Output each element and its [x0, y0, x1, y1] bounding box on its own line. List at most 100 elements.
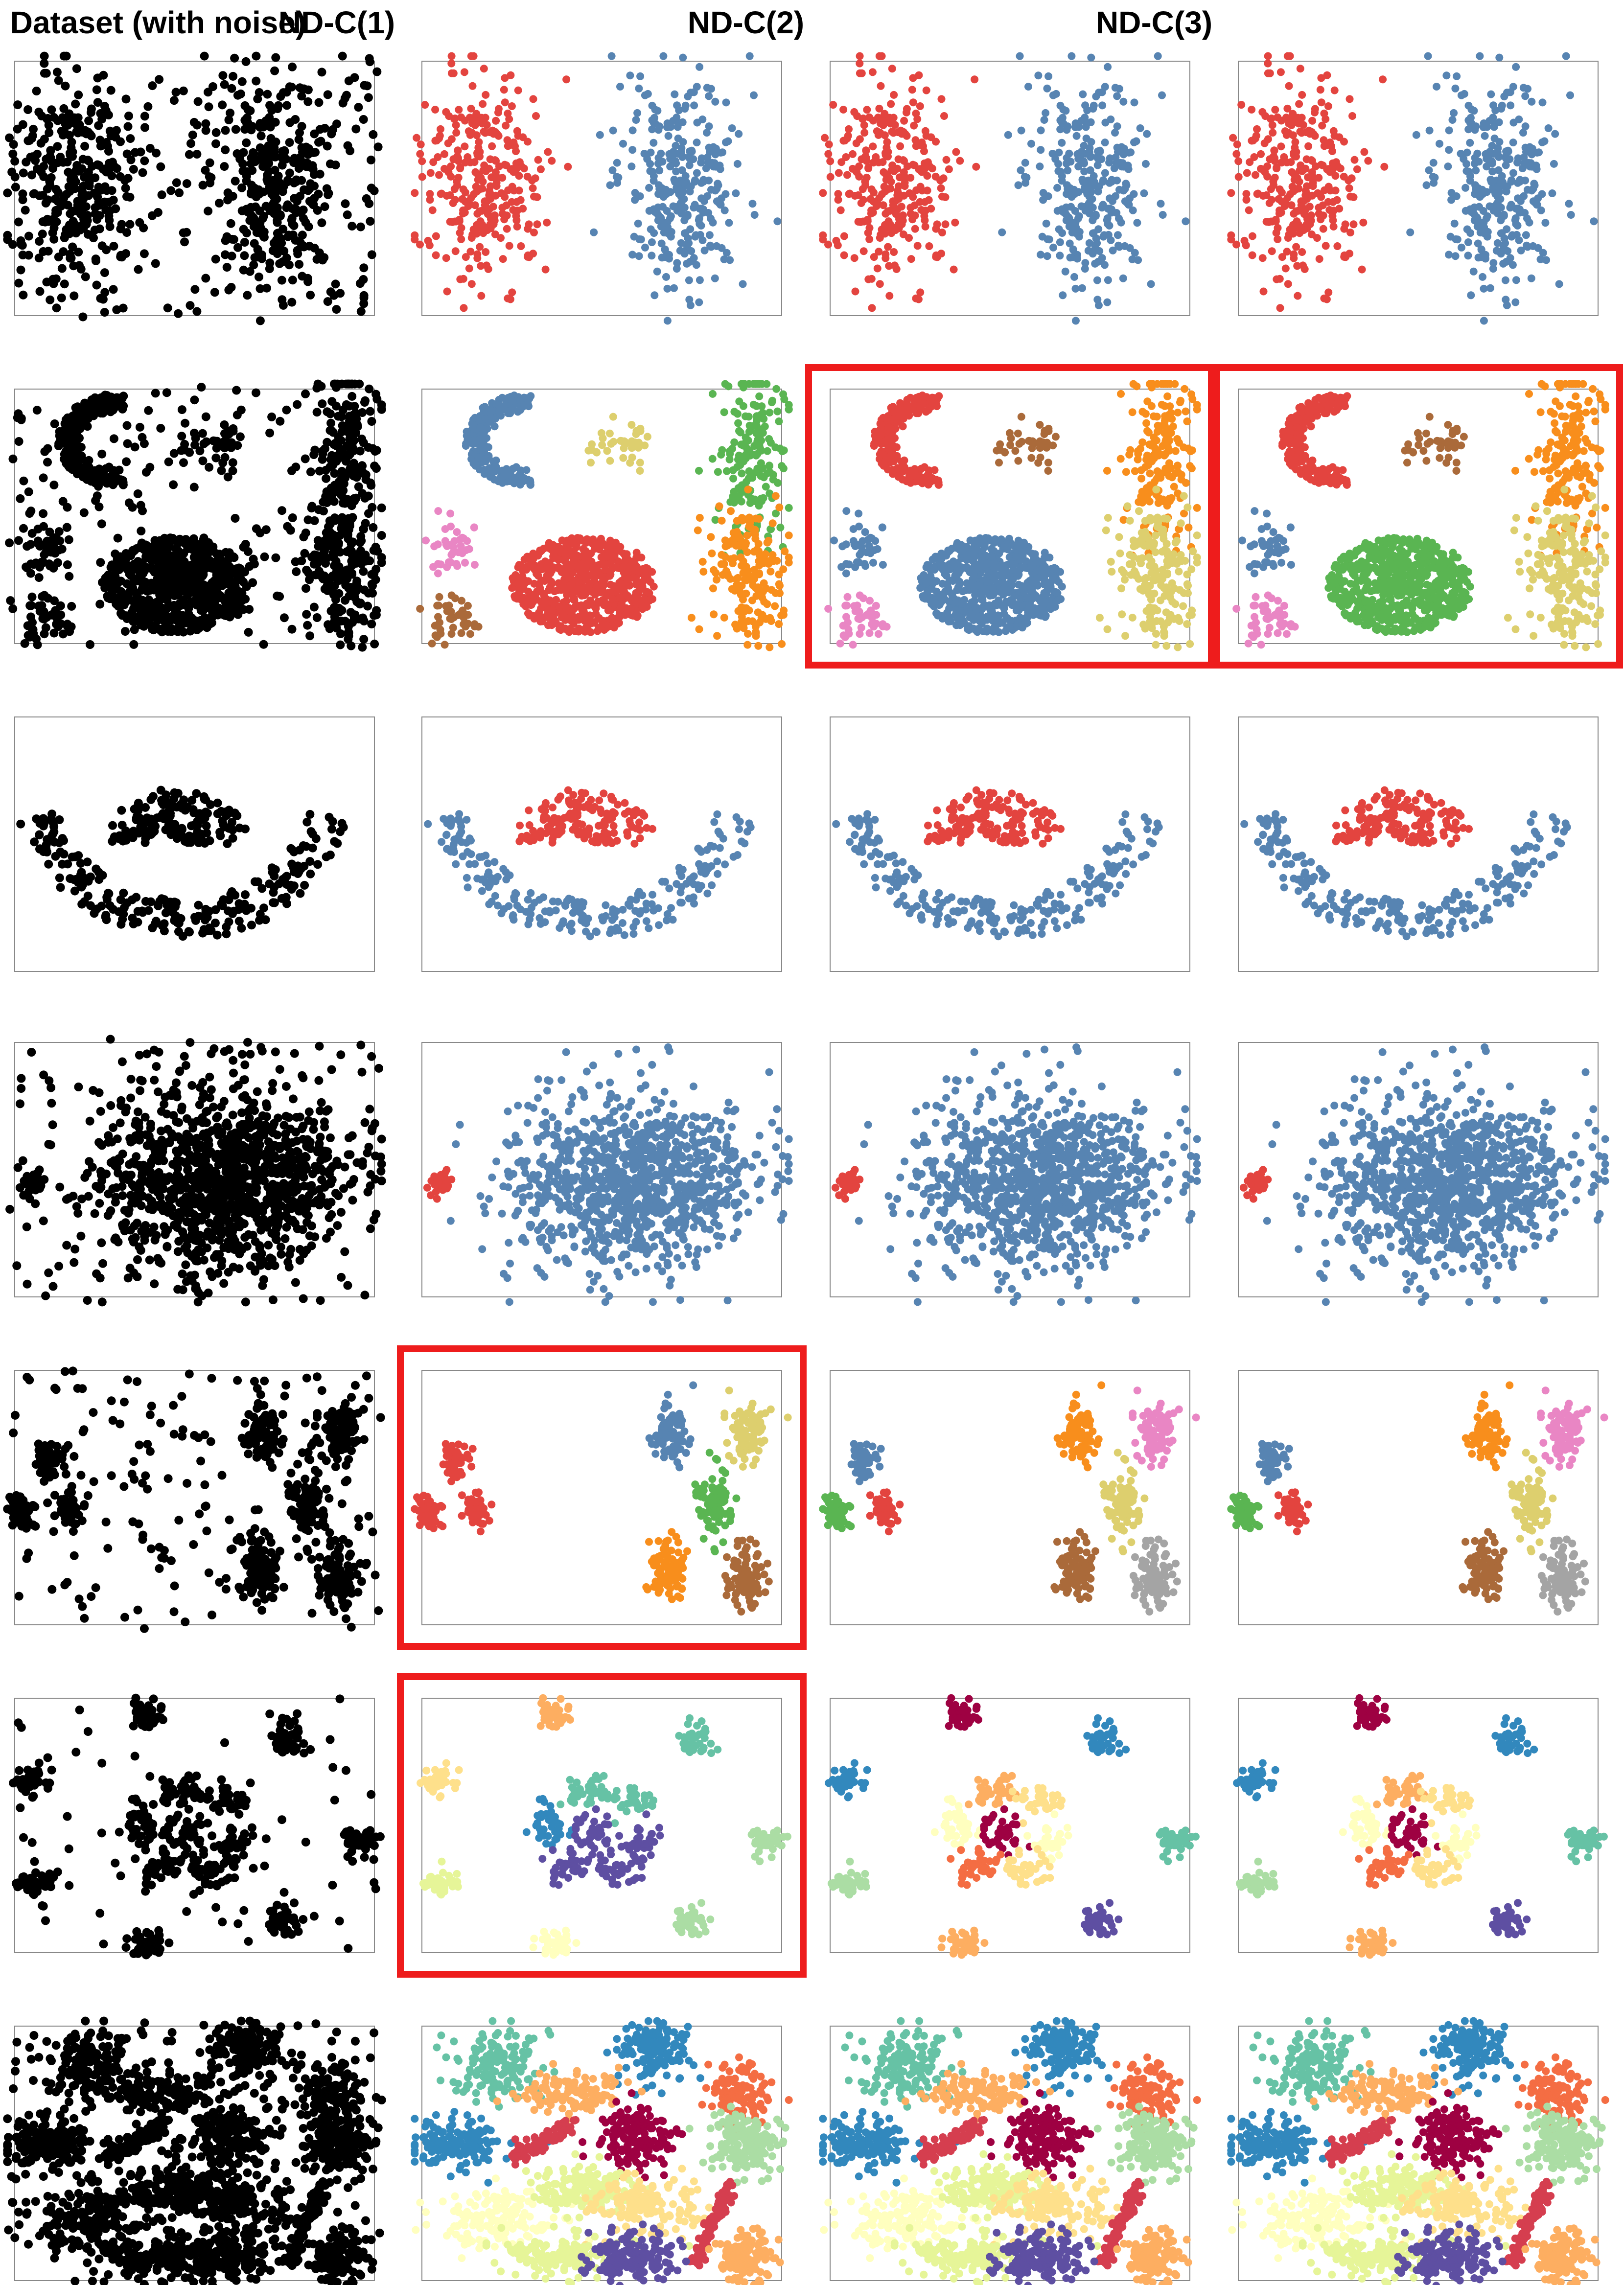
data-point — [721, 190, 730, 198]
data-point — [122, 457, 131, 466]
data-point — [594, 567, 602, 575]
data-point — [92, 280, 101, 290]
data-point — [447, 52, 456, 60]
data-point — [106, 131, 116, 140]
data-point — [1044, 235, 1052, 243]
data-point — [243, 118, 253, 128]
data-point — [881, 131, 889, 139]
data-point — [205, 462, 214, 472]
data-point — [655, 181, 663, 189]
data-point — [1485, 202, 1494, 210]
data-point — [1482, 254, 1489, 263]
data-point — [39, 509, 48, 518]
data-point — [310, 445, 320, 455]
data-point — [235, 432, 245, 441]
data-point — [471, 201, 479, 209]
data-point — [1475, 218, 1484, 226]
data-point — [504, 186, 512, 194]
data-point — [245, 605, 254, 614]
data-point — [162, 565, 172, 575]
data-point — [1130, 98, 1138, 107]
data-point — [133, 489, 142, 498]
data-point — [956, 157, 964, 165]
data-point — [501, 161, 509, 169]
data-point — [465, 264, 473, 273]
data-point — [1521, 122, 1530, 131]
data-point — [265, 264, 274, 274]
data-point — [255, 316, 265, 325]
data-point — [122, 149, 132, 159]
data-point — [313, 536, 323, 545]
data-point — [357, 468, 367, 477]
data-point — [873, 264, 882, 273]
data-point — [834, 241, 842, 250]
data-point — [289, 158, 299, 167]
data-point — [1265, 199, 1274, 207]
data-point — [1319, 225, 1327, 233]
data-point — [938, 229, 946, 237]
data-point — [711, 97, 719, 106]
data-point — [32, 87, 41, 95]
data-point — [1512, 220, 1520, 228]
data-point — [177, 432, 186, 441]
data-point — [480, 128, 488, 136]
data-point — [126, 134, 135, 143]
data-point — [20, 639, 29, 648]
data-point — [278, 154, 287, 163]
data-point — [626, 71, 634, 80]
data-point — [101, 106, 111, 115]
data-point — [201, 274, 210, 283]
data-point — [1098, 254, 1106, 262]
data-point — [66, 414, 75, 423]
data-point — [533, 220, 541, 229]
data-point — [98, 578, 107, 587]
data-point — [875, 52, 883, 60]
data-point — [510, 168, 518, 176]
data-point — [1285, 82, 1293, 90]
data-point — [291, 462, 301, 472]
data-point — [659, 203, 667, 211]
data-point — [916, 288, 925, 297]
data-point — [1108, 178, 1116, 186]
data-point — [645, 184, 653, 192]
data-point — [499, 255, 507, 263]
data-point — [447, 551, 456, 559]
data-point — [181, 418, 190, 428]
data-point — [198, 605, 207, 615]
data-point — [650, 177, 658, 185]
data-point — [1056, 167, 1065, 176]
data-point — [1506, 204, 1514, 212]
data-point — [29, 124, 38, 134]
data-point — [541, 265, 550, 274]
data-point — [270, 66, 279, 75]
data-point — [879, 226, 887, 234]
data-point — [505, 242, 513, 250]
data-point — [1308, 116, 1317, 125]
data-point — [284, 260, 294, 270]
data-point — [236, 405, 246, 415]
data-point — [705, 92, 713, 100]
data-point — [65, 131, 74, 140]
data-point — [45, 177, 54, 186]
data-point — [1283, 158, 1291, 166]
data-point — [1359, 218, 1368, 227]
data-point — [329, 291, 339, 300]
data-point — [259, 232, 269, 242]
data-point — [1055, 225, 1063, 233]
data-point — [890, 248, 898, 256]
data-point — [835, 169, 843, 177]
data-point — [227, 84, 236, 93]
data-point — [44, 120, 53, 130]
data-point — [290, 194, 299, 203]
data-point — [288, 276, 297, 285]
data-point — [1034, 71, 1043, 80]
data-point — [1290, 250, 1298, 258]
data-point — [1056, 116, 1065, 124]
data-point — [678, 166, 686, 174]
data-point — [185, 150, 194, 159]
data-point — [372, 394, 382, 404]
data-point — [37, 112, 46, 121]
data-point — [457, 235, 465, 243]
data-point — [1422, 181, 1431, 189]
data-point — [275, 259, 284, 268]
